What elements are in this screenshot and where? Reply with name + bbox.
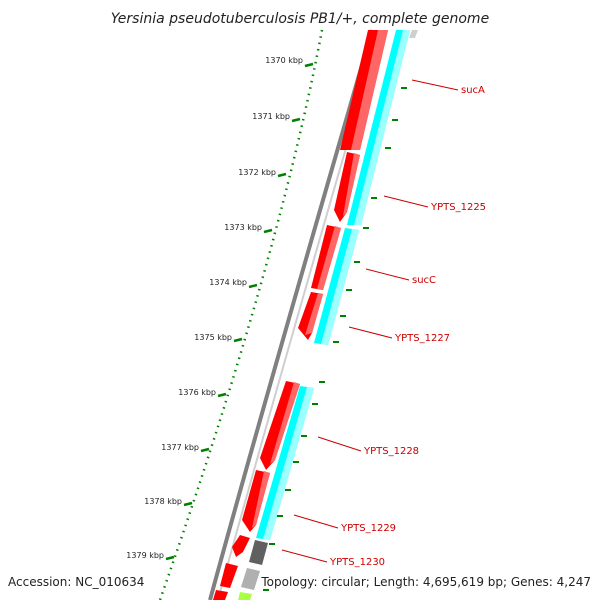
track-segment-2-highlight — [321, 229, 359, 345]
tick-label: 1376 kbp — [178, 388, 216, 397]
gene-YPTS-1230-feature[interactable] — [232, 535, 250, 557]
tick-label: 1372 kbp — [238, 168, 276, 177]
backbone-arc — [208, 29, 374, 600]
tick-label: 1377 kbp — [161, 443, 199, 452]
tick-mark — [277, 172, 287, 178]
tick-label: 1373 kbp — [224, 223, 262, 232]
gene-label[interactable]: YPTS_1225 — [430, 202, 486, 213]
tick-mark — [304, 62, 314, 68]
tick-mark — [165, 555, 175, 561]
tick-mark — [263, 228, 273, 234]
tick-label: 1379 kbp — [126, 551, 164, 560]
tick-mark — [200, 447, 210, 453]
gene-edge-feature[interactable] — [213, 590, 228, 600]
gene-label[interactable]: sucA — [461, 85, 485, 96]
other-feature-dark — [249, 540, 268, 565]
gene-leader-line — [383, 195, 429, 208]
top-track-stub — [409, 30, 418, 38]
gene-leader-line — [411, 79, 459, 91]
tick-label: 1371 kbp — [252, 112, 290, 121]
tick-label: 1374 kbp — [209, 278, 247, 287]
gene-leader-line — [281, 549, 328, 563]
gene-label[interactable]: YPTS_1227 — [394, 333, 450, 344]
tick-mark — [183, 501, 193, 507]
track-segment-3-highlight — [263, 387, 314, 540]
gene-YPTS-1227-highlight — [305, 293, 323, 335]
gene-label[interactable]: YPTS_1228 — [363, 446, 419, 457]
map-title: Yersinia pseudotuberculosis PB1/+, compl… — [111, 11, 489, 27]
forward-strand-features — [213, 30, 388, 600]
gene-label[interactable]: sucC — [412, 275, 436, 286]
second-track-features — [238, 30, 418, 600]
gene-YPTS-1225-highlight — [343, 153, 360, 216]
tick-mark — [217, 392, 227, 398]
tick-mark — [233, 337, 243, 343]
tick-label: 1375 kbp — [194, 333, 232, 342]
rna-feature-green — [238, 592, 252, 600]
gene-leader-line — [348, 326, 393, 339]
gene-sucA-highlight — [351, 30, 388, 150]
gene-label[interactable]: YPTS_1230 — [329, 557, 385, 568]
tick-group: 1370 kbp 1371 kbp 1372 kbp 1373 kbp 1374 kbp… — [126, 56, 314, 561]
gene-YPTS-1228-highlight — [270, 382, 300, 464]
track-segment-1-highlight — [354, 30, 410, 225]
gene-YPTS-1229-highlight — [252, 471, 270, 528]
gene-next-feature[interactable] — [220, 563, 238, 588]
tick-label: 1378 kbp — [144, 497, 182, 506]
gene-label-group: sucA YPTS_1225 sucC YPTS_1227 YPTS_1228 YPTS_… — [281, 79, 486, 568]
gene-leader-line — [293, 514, 339, 529]
misc-feature-grey — [241, 568, 260, 590]
tick-mark — [291, 117, 301, 123]
gene-leader-line — [317, 436, 362, 452]
topology-text: Topology: circular; Length: 4,695,619 bp… — [260, 575, 591, 589]
gene-sucC-highlight — [317, 226, 341, 290]
accession-text: Accession: NC_010634 — [8, 575, 144, 589]
gene-leader-line — [365, 268, 410, 281]
tick-mark — [248, 283, 258, 289]
tick-label: 1370 kbp — [265, 56, 303, 65]
outer-track-ticks — [263, 87, 407, 591]
gene-label[interactable]: YPTS_1229 — [340, 523, 396, 534]
